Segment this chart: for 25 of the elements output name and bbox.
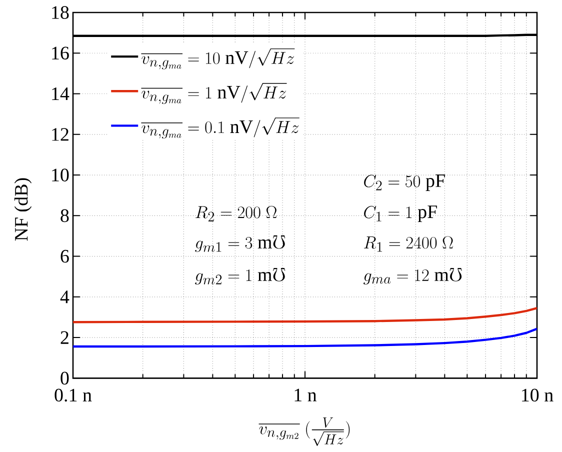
y-tick-label: 10: [52, 168, 69, 182]
x-tick-label: 1 n: [294, 388, 317, 402]
x-axis-title: $\overline{v_{n,g_{m2}}}\ (\frac{V}{\sqrt{Hz}})$: [258, 417, 350, 446]
annotation: $g_{m1} = 3\ \mathrm{m}\mho$: [195, 235, 286, 252]
annotation: $g_{m2} = 1\ \mathrm{m}\mho$: [195, 268, 286, 284]
annotation: $R_2 = 200\ \Omega$: [196, 206, 277, 222]
y-tick-label: 0: [60, 372, 69, 385]
x-tick-label: 10 n: [522, 388, 554, 402]
annotation: $R_1 = 2400\ \Omega$: [364, 236, 453, 252]
annotation: $g_{ma} = 12\ \mathrm{m}\mho$: [364, 268, 462, 284]
y-tick-label: 18: [52, 6, 69, 19]
annotation: $C_1 = 1\ \mathrm{pF}$: [364, 206, 437, 222]
x-tick-label: 0.1 n: [54, 388, 92, 402]
y-tick-label: 16: [52, 46, 69, 60]
y-axis-title: NF (dB): [14, 178, 32, 241]
legend-label: $\overline{v_{n,g_{ma}}} = 1\ \mathrm{nV}/\sqrt{Hz}$: [141, 83, 287, 104]
legend-label: $\overline{v_{n,g_{ma}}} = 10\ \mathrm{nV}/\sqrt{Hz}$: [141, 48, 295, 70]
y-tick-label: 14: [52, 88, 70, 100]
y-tick-label: 2: [60, 331, 68, 344]
y-tick-label: 4: [60, 290, 70, 304]
y-tick-label: 6: [60, 250, 69, 263]
y-tick-label: 8: [60, 209, 69, 222]
legend-label: $\overline{v_{n,g_{ma}}} = 0.1\ \mathrm{nV}/\sqrt{Hz}$: [141, 118, 300, 138]
y-tick-label: 12: [52, 128, 68, 141]
annotation: $C_2 = 50\ \mathrm{pF}$: [364, 174, 445, 191]
